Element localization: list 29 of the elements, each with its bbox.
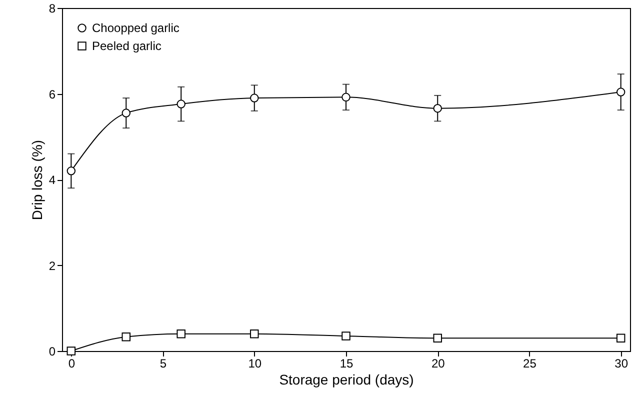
- x-tick-label: 10: [248, 356, 262, 370]
- legend-label: Choopped garlic: [92, 21, 180, 35]
- point: [122, 332, 130, 342]
- x-tick-label: 0: [68, 356, 76, 370]
- point: [342, 92, 350, 102]
- x-tick-label: 15: [340, 356, 354, 370]
- point: [122, 108, 130, 118]
- point: [66, 166, 76, 176]
- point: [433, 104, 442, 113]
- x-tick-label: 25: [523, 356, 537, 370]
- y-tick-label: 2: [48, 258, 56, 273]
- x-tick-label: 5: [160, 356, 167, 370]
- y-tick-label: 6: [48, 87, 56, 102]
- x-tick-label: 30: [614, 356, 628, 370]
- y-tick-label: 4: [48, 173, 56, 187]
- point: [616, 88, 626, 96]
- point: [616, 334, 626, 343]
- point: [250, 329, 259, 338]
- point: [433, 334, 442, 343]
- y-tick-label: 0: [48, 344, 56, 358]
- y-tick-label: 8: [48, 2, 56, 16]
- x-axis-title: Storage period (days): [279, 372, 414, 388]
- point: [342, 332, 350, 340]
- x-tick-label: 20: [431, 356, 446, 370]
- point: [250, 94, 259, 102]
- legend-label: Peeled garlic: [92, 39, 162, 53]
- point: [176, 100, 186, 108]
- y-axis-title: Drip loss (%): [28, 140, 45, 220]
- point: [176, 329, 186, 338]
